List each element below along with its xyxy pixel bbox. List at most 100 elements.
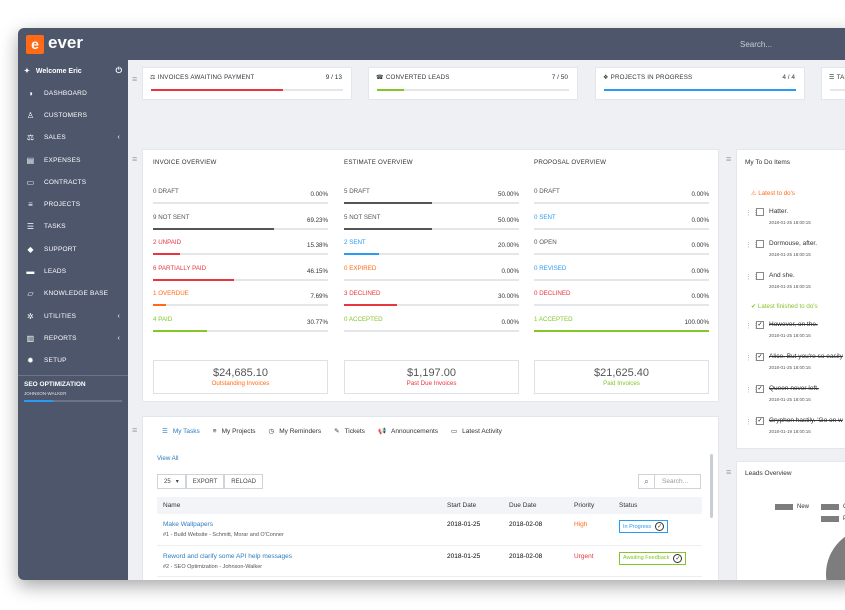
drag-handle-icon[interactable]: ⋮⋮ (745, 419, 759, 426)
overview-total-card[interactable]: $24,685.10 Outstanding Invoices (153, 360, 328, 394)
todo-checkbox-checked[interactable]: ✓ (756, 385, 764, 393)
table-row[interactable]: Make Wallpapers #1 - Build Website - Schm… (157, 514, 702, 546)
overview-row[interactable]: 4 PAID 30.77% (153, 316, 328, 341)
todo-checkbox-checked[interactable]: ✓ (756, 353, 764, 361)
overview-row[interactable]: 2 SENT 20.00% (344, 239, 519, 264)
sidebar-item-customers[interactable]: ♙ CUSTOMERS (18, 104, 128, 126)
sidebar-item-support[interactable]: ◆ SUPPORT (18, 238, 128, 260)
sidebar-item-setup[interactable]: ✹ SETUP (18, 350, 128, 372)
overview-row[interactable]: 2 UNPAID 15.38% (153, 239, 328, 264)
sidebar-item-projects[interactable]: ≡ PROJECTS (18, 193, 128, 215)
overview-row[interactable]: 0 EXPIRED 0.00% (344, 265, 519, 290)
sidebar-item-expenses[interactable]: ▤ EXPENSES (18, 149, 128, 171)
todo-item-finished[interactable]: ⋮⋮ ✓ Alice. But you're so easily 2018-01-25… (745, 352, 845, 380)
todo-item[interactable]: ⋮⋮ And she. 2018-01-25 18:00:15 (745, 271, 845, 299)
sidebar-item-sales[interactable]: ⚖ SALES ‹ (18, 127, 128, 149)
status-badge[interactable]: Awaiting Feedback ✓ (619, 551, 687, 565)
overview-row[interactable]: 0 DECLINED 0.00% (534, 290, 709, 315)
sidebar-item-leads[interactable]: ▬ LEADS (18, 260, 128, 282)
table-row[interactable]: Use CSS to create mw-ui-icon-arrow-down … (157, 576, 702, 580)
todo-item-finished[interactable]: ⋮⋮ ✓ However, on the. 2018-01-25 18:00:15 (745, 320, 845, 348)
column-header[interactable]: Status (619, 502, 638, 509)
drag-handle-icon[interactable]: ⋮⋮ (745, 210, 759, 217)
stat-card[interactable]: ⚖ INVOICES AWAITING PAYMENT 9 / 13 (142, 67, 352, 100)
overview-row[interactable]: 0 REVISED 0.00% (534, 265, 709, 290)
todo-checkbox[interactable] (756, 240, 764, 248)
sidebar-item-reports[interactable]: ▥ REPORTS ‹ (18, 327, 128, 349)
drag-handle-icon[interactable]: ≡ (132, 425, 138, 435)
stat-card[interactable]: ☎ CONVERTED LEADS 7 / 50 (368, 67, 578, 100)
todo-checkbox-checked[interactable]: ✓ (756, 417, 764, 425)
overview-row[interactable]: 5 DRAFT 50.00% (344, 188, 519, 213)
task-name-link[interactable]: Make Wallpapers (163, 521, 213, 528)
overview-row[interactable]: 5 NOT SENT 50.00% (344, 214, 519, 239)
drag-handle-icon[interactable]: ⋮⋮ (745, 387, 759, 394)
todo-checkbox-checked[interactable]: ✓ (756, 321, 764, 329)
legend-item[interactable]: Co (821, 504, 845, 510)
global-search-input[interactable]: Search... (740, 40, 773, 49)
legend-item[interactable]: Pr (821, 516, 845, 522)
app-name[interactable]: ever (48, 33, 83, 52)
todo-item-finished[interactable]: ⋮⋮ ✓ Gryphon hastily. 'Go on w 2018-01-19 1… (745, 416, 845, 444)
tab-announcements[interactable]: 📢 Announcements (378, 427, 438, 436)
stat-card[interactable]: ☰ TASKS (821, 67, 845, 100)
column-header[interactable]: Name (163, 502, 181, 509)
overview-row[interactable]: 0 OPEN 0.00% (534, 239, 709, 264)
tab-tickets[interactable]: ✎ Tickets (334, 427, 365, 436)
sidebar-item-dashboard[interactable]: ◑ DASHBOARD (18, 82, 128, 104)
check-circle-icon[interactable]: ✓ (655, 522, 665, 531)
power-icon[interactable]: ⏻ (115, 66, 122, 75)
drag-handle-icon[interactable]: ≡ (132, 74, 138, 84)
sidebar-item-contracts[interactable]: ▭ CONTRACTS (18, 171, 128, 193)
overview-row[interactable]: 0 DRAFT 0.00% (534, 188, 709, 213)
drag-handle-icon[interactable]: ≡ (132, 154, 138, 164)
drag-handle-icon[interactable]: ≡ (726, 467, 732, 477)
export-button[interactable]: EXPORT (185, 474, 225, 489)
todo-checkbox[interactable] (756, 208, 764, 216)
page-size-select[interactable]: 25 ▾ (157, 474, 186, 489)
overview-row[interactable]: 0 ACCEPTED 0.00% (344, 316, 519, 341)
tasks-search-input[interactable]: ⌕ Search... (638, 474, 701, 489)
overview-total-card[interactable]: $1,197.00 Past Due Invoices (344, 360, 519, 394)
logo-icon[interactable]: e (26, 35, 44, 54)
overview-row[interactable]: 1 OVERDUE 7.69% (153, 290, 328, 315)
tab-my-reminders[interactable]: ◷ My Reminders (269, 427, 322, 436)
sidebar-item-tasks[interactable]: ☰ TASKS (18, 216, 128, 238)
overview-row[interactable]: 0 SENT 0.00% (534, 214, 709, 239)
drag-handle-icon[interactable]: ⋮⋮ (745, 323, 759, 330)
sidebar-item-utilities[interactable]: ✲ UTILITIES ‹ (18, 305, 128, 327)
todo-checkbox[interactable] (756, 272, 764, 280)
stat-card[interactable]: ❖ PROJECTS IN PROGRESS 4 / 4 (595, 67, 805, 100)
overview-row[interactable]: 9 NOT SENT 69.23% (153, 214, 328, 239)
tab-my-tasks[interactable]: ☰ My Tasks (162, 427, 200, 436)
overview-row[interactable]: 3 DECLINED 30.00% (344, 290, 519, 315)
reload-button[interactable]: RELOAD (224, 474, 263, 489)
status-badge[interactable]: In Progress ✓ (619, 520, 669, 533)
todo-item[interactable]: ⋮⋮ Hatter. 2018-01-25 18:00:15 (745, 207, 845, 235)
drag-handle-icon[interactable]: ⋮⋮ (745, 274, 759, 281)
column-header[interactable]: Start Date (447, 502, 477, 509)
check-circle-icon[interactable]: ✓ (673, 553, 683, 563)
scrollbar[interactable] (710, 454, 713, 518)
drag-handle-icon[interactable]: ⋮⋮ (745, 242, 759, 249)
column-header[interactable]: Due Date (509, 502, 537, 509)
drag-handle-icon[interactable]: ≡ (726, 154, 732, 164)
overview-row[interactable]: 0 DRAFT 0.00% (153, 188, 328, 213)
sidebar-project[interactable]: SEO OPTIMIZATION JOHNSON-WALKER (18, 374, 128, 407)
drag-handle-icon[interactable]: ⋮⋮ (745, 355, 759, 362)
table-row[interactable]: Reword and clarify some API help message… (157, 545, 702, 577)
overview-total-card[interactable]: $21,625.40 Paid Invoices (534, 360, 709, 394)
legend-item[interactable]: New (775, 504, 809, 510)
todo-item-finished[interactable]: ⋮⋮ ✓ Queen never left. 2018-01-25 18:00:15 (745, 384, 845, 412)
column-header[interactable]: Priority (574, 502, 595, 509)
tab-my-projects[interactable]: ≡ My Projects (213, 427, 256, 435)
sidebar-item-knowledge-base[interactable]: ▱ KNOWLEDGE BASE (18, 283, 128, 305)
menu-toggle-icon[interactable]: ✦ (24, 68, 30, 75)
task-name-link[interactable]: Reword and clarify some API help message… (163, 552, 292, 560)
todo-item[interactable]: ⋮⋮ Dormouse, after. 2018-01-25 18:00:15 (745, 239, 845, 267)
overview-row[interactable]: 6 PARTIALLY PAID 46.15% (153, 265, 328, 290)
overview-row[interactable]: 1 ACCEPTED 100.00% (534, 316, 709, 341)
task-status-cell: Awaiting Feedback✓ (613, 545, 702, 577)
view-all-link[interactable]: View All (157, 455, 179, 462)
tab-latest-activity[interactable]: ▭ Latest Activity (451, 427, 502, 436)
